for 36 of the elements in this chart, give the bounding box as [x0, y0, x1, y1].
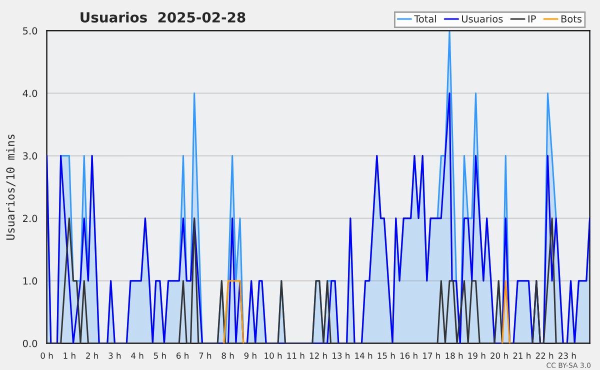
x-tick-label: 23 h: [558, 352, 576, 359]
chart-title: Usuarios 2025-02-28: [80, 12, 246, 23]
x-tick-label: 7 h: [199, 352, 212, 359]
x-tick-label: 11 h: [287, 352, 304, 359]
x-tick-label: 17 h: [423, 352, 440, 359]
y-axis-title: Usuarios/10 mins: [6, 134, 16, 240]
x-tick-label: 10 h: [264, 352, 282, 359]
legend-label: Bots: [561, 15, 582, 23]
x-tick-label: 0 h: [40, 352, 53, 359]
x-tick-label: 6 h: [176, 352, 188, 359]
legend-label: Usuarios: [462, 15, 503, 23]
y-tick-label: 3.0: [23, 152, 38, 160]
x-tick-label: 13 h: [332, 352, 350, 359]
x-tick-label: 4 h: [131, 352, 144, 359]
x-tick-label: 5 h: [154, 352, 166, 359]
x-tick-label: 14 h: [355, 352, 372, 359]
y-tick-label: 4.0: [22, 90, 38, 98]
x-tick-label: 15 h: [378, 352, 395, 359]
x-tick-label: 20 h: [490, 352, 508, 359]
x-tick-label: 19 h: [468, 352, 486, 359]
x-tick-label: 9 h: [244, 352, 256, 359]
legend-label: IP: [528, 15, 536, 22]
y-tick-label: 1.0: [23, 277, 38, 285]
x-tick-label: 8 h: [222, 352, 234, 359]
x-tick-label: 21 h: [513, 352, 530, 359]
x-tick-label: 2 h: [86, 352, 98, 359]
x-tick-label: 3 h: [108, 352, 121, 359]
x-tick-label: 1 h: [64, 352, 76, 359]
legend-label: Total: [414, 15, 436, 23]
x-tick-label: 18 h: [446, 352, 463, 359]
x-tick-label: 16 h: [400, 352, 418, 359]
y-tick-label: 5.0: [23, 27, 38, 35]
x-tick-label: 22 h: [536, 352, 554, 359]
y-tick-label: 2.0: [23, 214, 38, 222]
y-tick-label: 0.0: [22, 340, 38, 348]
x-tick-label: 12 h: [310, 352, 327, 359]
